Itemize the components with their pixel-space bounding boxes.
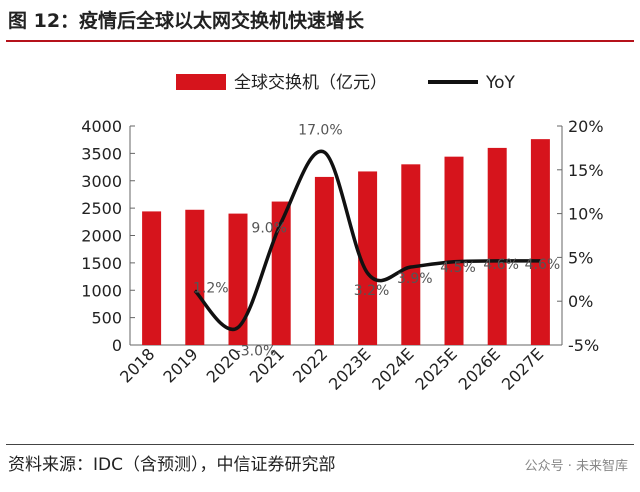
y-left-tick-label: 3000 [81, 172, 122, 191]
yoy-data-label: 9.0% [251, 220, 287, 236]
y-right-tick-label: 5% [568, 248, 593, 267]
y-left-tick-label: 0 [112, 336, 122, 355]
bar-2027E [530, 139, 550, 345]
x-tick-label: 2025E [411, 344, 460, 393]
x-tick-label: 2023E [325, 344, 374, 393]
bar-2025E [444, 156, 464, 345]
y-left-tick-label: 500 [91, 309, 122, 328]
bar-2019 [185, 209, 205, 345]
y-left-tick-label: 2500 [81, 199, 122, 218]
x-tick-label: 2018 [116, 344, 158, 386]
x-tick-label: 2027E [498, 344, 547, 393]
y-left-tick-label: 2000 [81, 227, 122, 246]
legend: 全球交换机（亿元） YoY [176, 73, 516, 93]
bar-2020 [228, 213, 248, 345]
yoy-data-label: 3.2% [354, 283, 390, 299]
plot-area: 0 500 1000 1500 2000 2500 3000 3500 4000 -5% 0% 5% 1… [81, 117, 603, 394]
bar-2024E [401, 164, 421, 345]
yoy-line [193, 149, 541, 332]
chart: 全球交换机（亿元） YoY 0 500 1000 1500 2000 2500 3000 35… [81, 73, 603, 394]
y-right-tick-label: 15% [568, 161, 604, 180]
yoy-data-label: 3.9% [397, 271, 433, 287]
yoy-data-label: 1.2% [193, 281, 229, 297]
bar-2026E [487, 147, 507, 345]
x-tick-label: 2026E [455, 344, 504, 393]
title-rule [6, 40, 634, 42]
yoy-data-label: 4.6% [483, 257, 519, 273]
y-left-tick-label: 3500 [81, 144, 122, 163]
y-right-tick-label: 0% [568, 292, 593, 311]
bar-2018 [142, 211, 162, 345]
y-left-tick-label: 1000 [81, 281, 122, 300]
yoy-data-label: 17.0% [298, 122, 342, 138]
yoy-data-label: -3.0% [236, 343, 277, 359]
figure-title: 图 12：疫情后全球以太网交换机快速增长 [8, 10, 365, 32]
legend-bar-swatch [176, 74, 226, 90]
y-right-tick-label: -5% [568, 336, 599, 355]
y-right-tick-label: 20% [568, 117, 604, 136]
bar-2022 [314, 176, 334, 345]
y-right-tick-label: 10% [568, 205, 604, 224]
x-tick-label: 2024E [368, 344, 417, 393]
y-left-tick-label: 4000 [81, 117, 122, 136]
y-left-tick-label: 1500 [81, 254, 122, 273]
watermark: 公众号 · 未来智库 [524, 459, 628, 474]
source-note: 资料来源：IDC（含预测），中信证券研究部 [8, 455, 336, 475]
yoy-data-label: 4.5% [440, 260, 476, 276]
yoy-data-label: 4.6% [525, 257, 561, 273]
bar-2023E [358, 171, 378, 345]
source-rule [6, 444, 634, 445]
legend-line-label: YoY [485, 73, 516, 93]
legend-bar-label: 全球交换机（亿元） [234, 73, 387, 93]
x-tick-label: 2019 [159, 344, 201, 386]
